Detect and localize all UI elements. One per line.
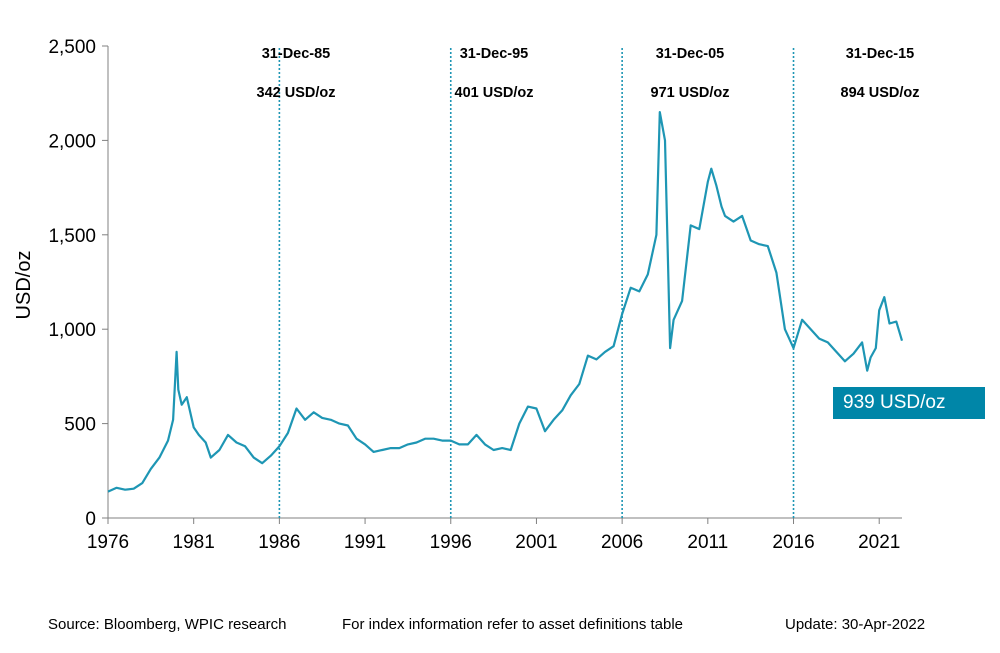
x-axis: 1976 1981 1986 1991 1996 2001 2006 2011 2016 2021 [87, 517, 902, 553]
price-series-line [107, 111, 904, 493]
reference-lines [278, 46, 795, 518]
annotation-price: 342 USD/oz [257, 85, 336, 101]
x-tick-label: 1986 [258, 532, 300, 553]
y-tick-label: 1,500 [48, 226, 96, 247]
x-tick-label: 2016 [772, 532, 814, 553]
latest-price-callout: 939 USD/oz [833, 387, 985, 419]
annotations: 31-Dec-85 342 USD/oz 31-Dec-95 401 USD/oz 31… [257, 46, 920, 101]
update-note: Update: 30-Apr-2022 [785, 616, 926, 633]
annotation-date: 31-Dec-95 [460, 46, 529, 62]
y-axis: 0 500 1,000 1,500 2,000 2,500 [48, 37, 109, 530]
x-tick-label: 1981 [173, 532, 215, 553]
x-tick-label: 2001 [515, 532, 557, 553]
annotation-date: 31-Dec-85 [262, 46, 331, 62]
x-tick-label: 2011 [687, 532, 728, 553]
index-note: For index information refer to asset def… [342, 616, 684, 633]
annotation-price: 401 USD/oz [455, 85, 534, 101]
y-tick-label: 2,500 [48, 37, 96, 58]
x-tick-label: 1976 [87, 532, 129, 553]
y-tick-label: 0 [85, 509, 96, 530]
y-tick-label: 2,000 [48, 131, 96, 152]
y-tick-label: 1,000 [48, 320, 96, 341]
x-tick-label: 1991 [344, 532, 386, 553]
y-axis-label: USD/oz [13, 251, 35, 320]
x-tick-label: 1996 [430, 532, 472, 553]
x-tick-label: 2006 [601, 532, 643, 553]
price-chart: 0 500 1,000 1,500 2,000 2,500 1976 1981 1986 199… [13, 37, 920, 553]
source-note: Source: Bloomberg, WPIC research [48, 616, 287, 633]
annotation-price: 894 USD/oz [841, 85, 920, 101]
y-tick-label: 500 [64, 415, 96, 436]
x-tick-label: 2021 [858, 532, 900, 553]
annotation-price: 971 USD/oz [651, 85, 730, 101]
annotation-date: 31-Dec-05 [656, 46, 725, 62]
annotation-date: 31-Dec-15 [846, 46, 915, 62]
